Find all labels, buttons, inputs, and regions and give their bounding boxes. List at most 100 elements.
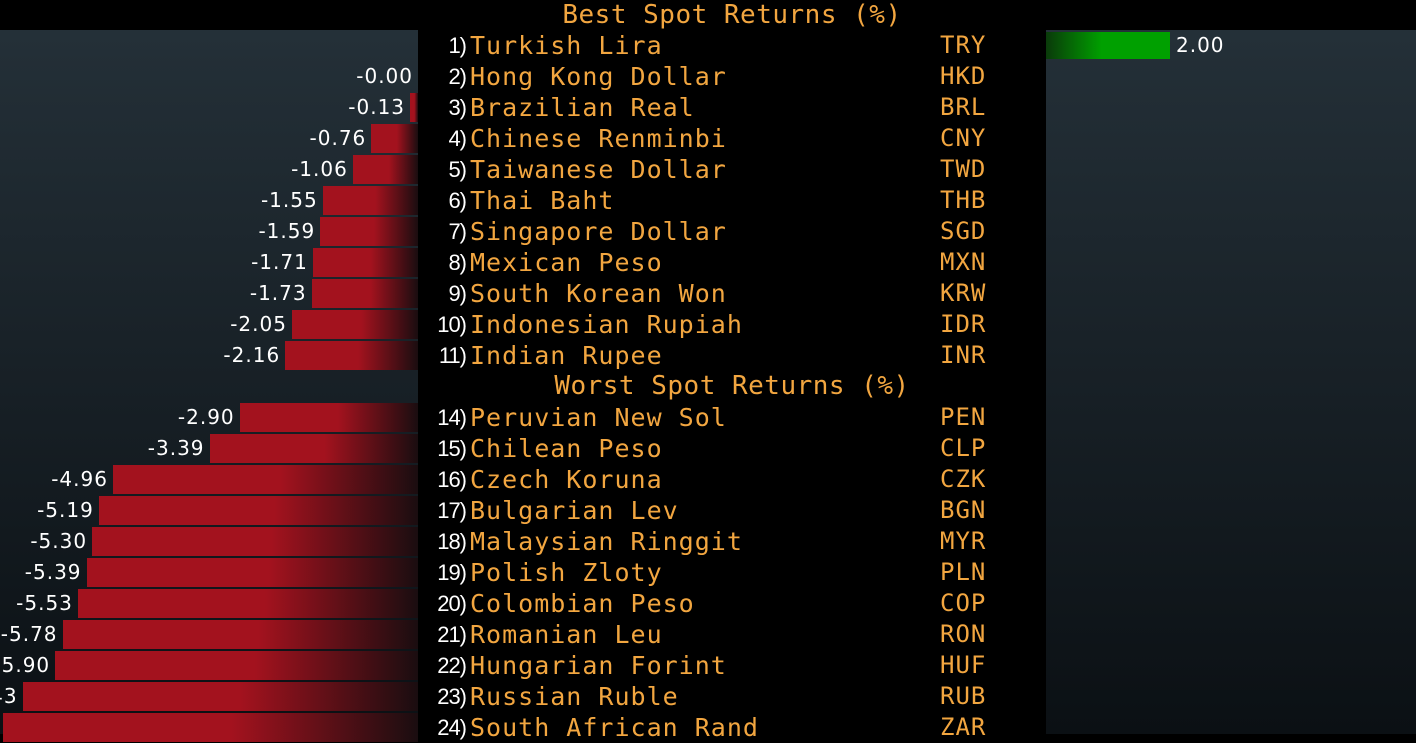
currency-name: Peruvian New Sol — [470, 403, 727, 432]
rank-label: 8) — [448, 250, 467, 275]
negative-bar — [320, 217, 418, 246]
currency-code: IDR — [940, 310, 987, 338]
rank-label: 23) — [437, 684, 467, 709]
currency-name: Indonesian Rupiah — [470, 310, 743, 339]
value-label: -5.39 — [24, 560, 82, 584]
value-label: -1.73 — [249, 281, 307, 305]
value-label: -6.43 — [0, 684, 18, 708]
value-label: -3.39 — [147, 436, 205, 460]
currency-name: Chilean Peso — [470, 434, 663, 463]
negative-bar — [311, 279, 418, 308]
rank-label: 1) — [448, 33, 467, 58]
negative-bar — [239, 403, 418, 432]
currency-code: COP — [940, 589, 987, 617]
currency-name: Colombian Peso — [470, 589, 695, 618]
value-label: -5.30 — [30, 529, 88, 553]
negative-bar — [322, 186, 418, 215]
value-label: -0.00 — [356, 64, 413, 88]
currency-code: RON — [940, 620, 987, 648]
currency-name: Czech Koruna — [470, 465, 663, 494]
currency-name: Polish Zloty — [470, 558, 663, 587]
bar-row: -0.00 2) Hong Kong Dollar HKD — [0, 61, 1416, 92]
currency-name: Russian Ruble — [470, 682, 679, 711]
rank-label: 10) — [437, 312, 467, 337]
currency-name: Malaysian Ringgit — [470, 527, 743, 556]
value-label: -5.78 — [0, 622, 58, 646]
value-label: -2.05 — [230, 312, 287, 336]
value-label: -1.55 — [260, 188, 318, 212]
currency-code: THB — [940, 186, 987, 214]
negative-bar — [291, 310, 418, 339]
value-label: 2.00 — [1176, 33, 1225, 57]
negative-bar — [285, 341, 418, 370]
currency-code: SGD — [940, 217, 987, 245]
bar-row: -5.39 19) Polish Zloty PLN — [0, 557, 1416, 588]
negative-bar — [352, 155, 418, 184]
bar-row: -3.39 15) Chilean Peso CLP — [0, 433, 1416, 464]
rank-label: 16) — [437, 467, 467, 492]
negative-bar — [2, 713, 418, 742]
value-label: -2.16 — [223, 343, 281, 367]
currency-code: CZK — [940, 465, 987, 493]
negative-bar — [410, 93, 418, 122]
value-label: -2.90 — [177, 405, 235, 429]
currency-name: Brazilian Real — [470, 93, 695, 122]
currency-code: BGN — [940, 496, 987, 524]
value-label: -1.59 — [258, 219, 316, 243]
currency-code: TWD — [940, 155, 987, 183]
negative-bar — [22, 682, 418, 711]
rank-label: 14) — [437, 405, 467, 430]
rank-label: 24) — [437, 715, 467, 740]
bar-row: -1.71 8) Mexican Peso MXN — [0, 247, 1416, 278]
bar-row: -1.06 5) Taiwanese Dollar TWD — [0, 154, 1416, 185]
negative-bar — [312, 248, 418, 277]
currency-name: Mexican Peso — [470, 248, 663, 277]
currency-name: Turkish Lira — [470, 31, 663, 60]
bar-row: 2.00 1) Turkish Lira TRY — [0, 30, 1416, 61]
currency-name: Taiwanese Dollar — [470, 155, 727, 184]
currency-code: CLP — [940, 434, 987, 462]
rank-label: 9) — [448, 281, 467, 306]
bar-row: -2.90 14) Peruvian New Sol PEN — [0, 402, 1416, 433]
value-label: -0.76 — [309, 126, 367, 150]
currency-name: Hong Kong Dollar — [470, 62, 727, 91]
currency-name: Thai Baht — [470, 186, 615, 215]
value-label: -0.13 — [348, 95, 406, 119]
currency-code: ZAR — [940, 713, 987, 741]
currency-code: PEN — [940, 403, 987, 431]
currency-code: MXN — [940, 248, 987, 276]
positive-bar-panel — [1046, 30, 1416, 734]
negative-bar — [55, 651, 418, 680]
negative-bar — [371, 124, 418, 153]
bar-row: -5.30 18) Malaysian Ringgit MYR — [0, 526, 1416, 557]
rank-label: 18) — [437, 529, 467, 554]
currency-name: South Korean Won — [470, 279, 727, 308]
value-label: -5.90 — [0, 653, 51, 677]
value-label: -5.53 — [16, 591, 73, 615]
negative-bar — [92, 527, 418, 556]
value-label: -5.19 — [37, 498, 94, 522]
currency-code: TRY — [940, 31, 987, 59]
currency-code: RUB — [940, 682, 987, 710]
bar-row: -6.43 23)Russian Ruble RUB — [0, 681, 1416, 712]
rank-label: 3) — [448, 95, 467, 120]
negative-bar — [112, 465, 418, 494]
rank-label: 5) — [448, 157, 467, 182]
bar-row: -0.13 3) Brazilian Real BRL — [0, 92, 1416, 123]
currency-code: PLN — [940, 558, 987, 586]
bar-row: -1.55 6) Thai Baht THB — [0, 185, 1416, 216]
currency-name: Romanian Leu — [470, 620, 663, 649]
rank-label: 20) — [437, 591, 467, 616]
bar-row: -5.19 17) Bulgarian Lev BGN — [0, 495, 1416, 526]
bar-row: -2.05 10) Indonesian Rupiah IDR — [0, 309, 1416, 340]
negative-bar — [209, 434, 418, 463]
bar-row: -1.59 7) Singapore Dollar SGD — [0, 216, 1416, 247]
currency-name: Indian Rupee — [470, 341, 663, 370]
bar-row: -2.16 11) Indian Rupee INR — [0, 340, 1416, 371]
currency-code: CNY — [940, 124, 987, 152]
negative-bar — [98, 496, 418, 525]
currency-name: Chinese Renminbi — [470, 124, 727, 153]
value-label: -1.71 — [251, 250, 308, 274]
rank-label: 19) — [437, 560, 467, 585]
currency-code: HUF — [940, 651, 987, 679]
